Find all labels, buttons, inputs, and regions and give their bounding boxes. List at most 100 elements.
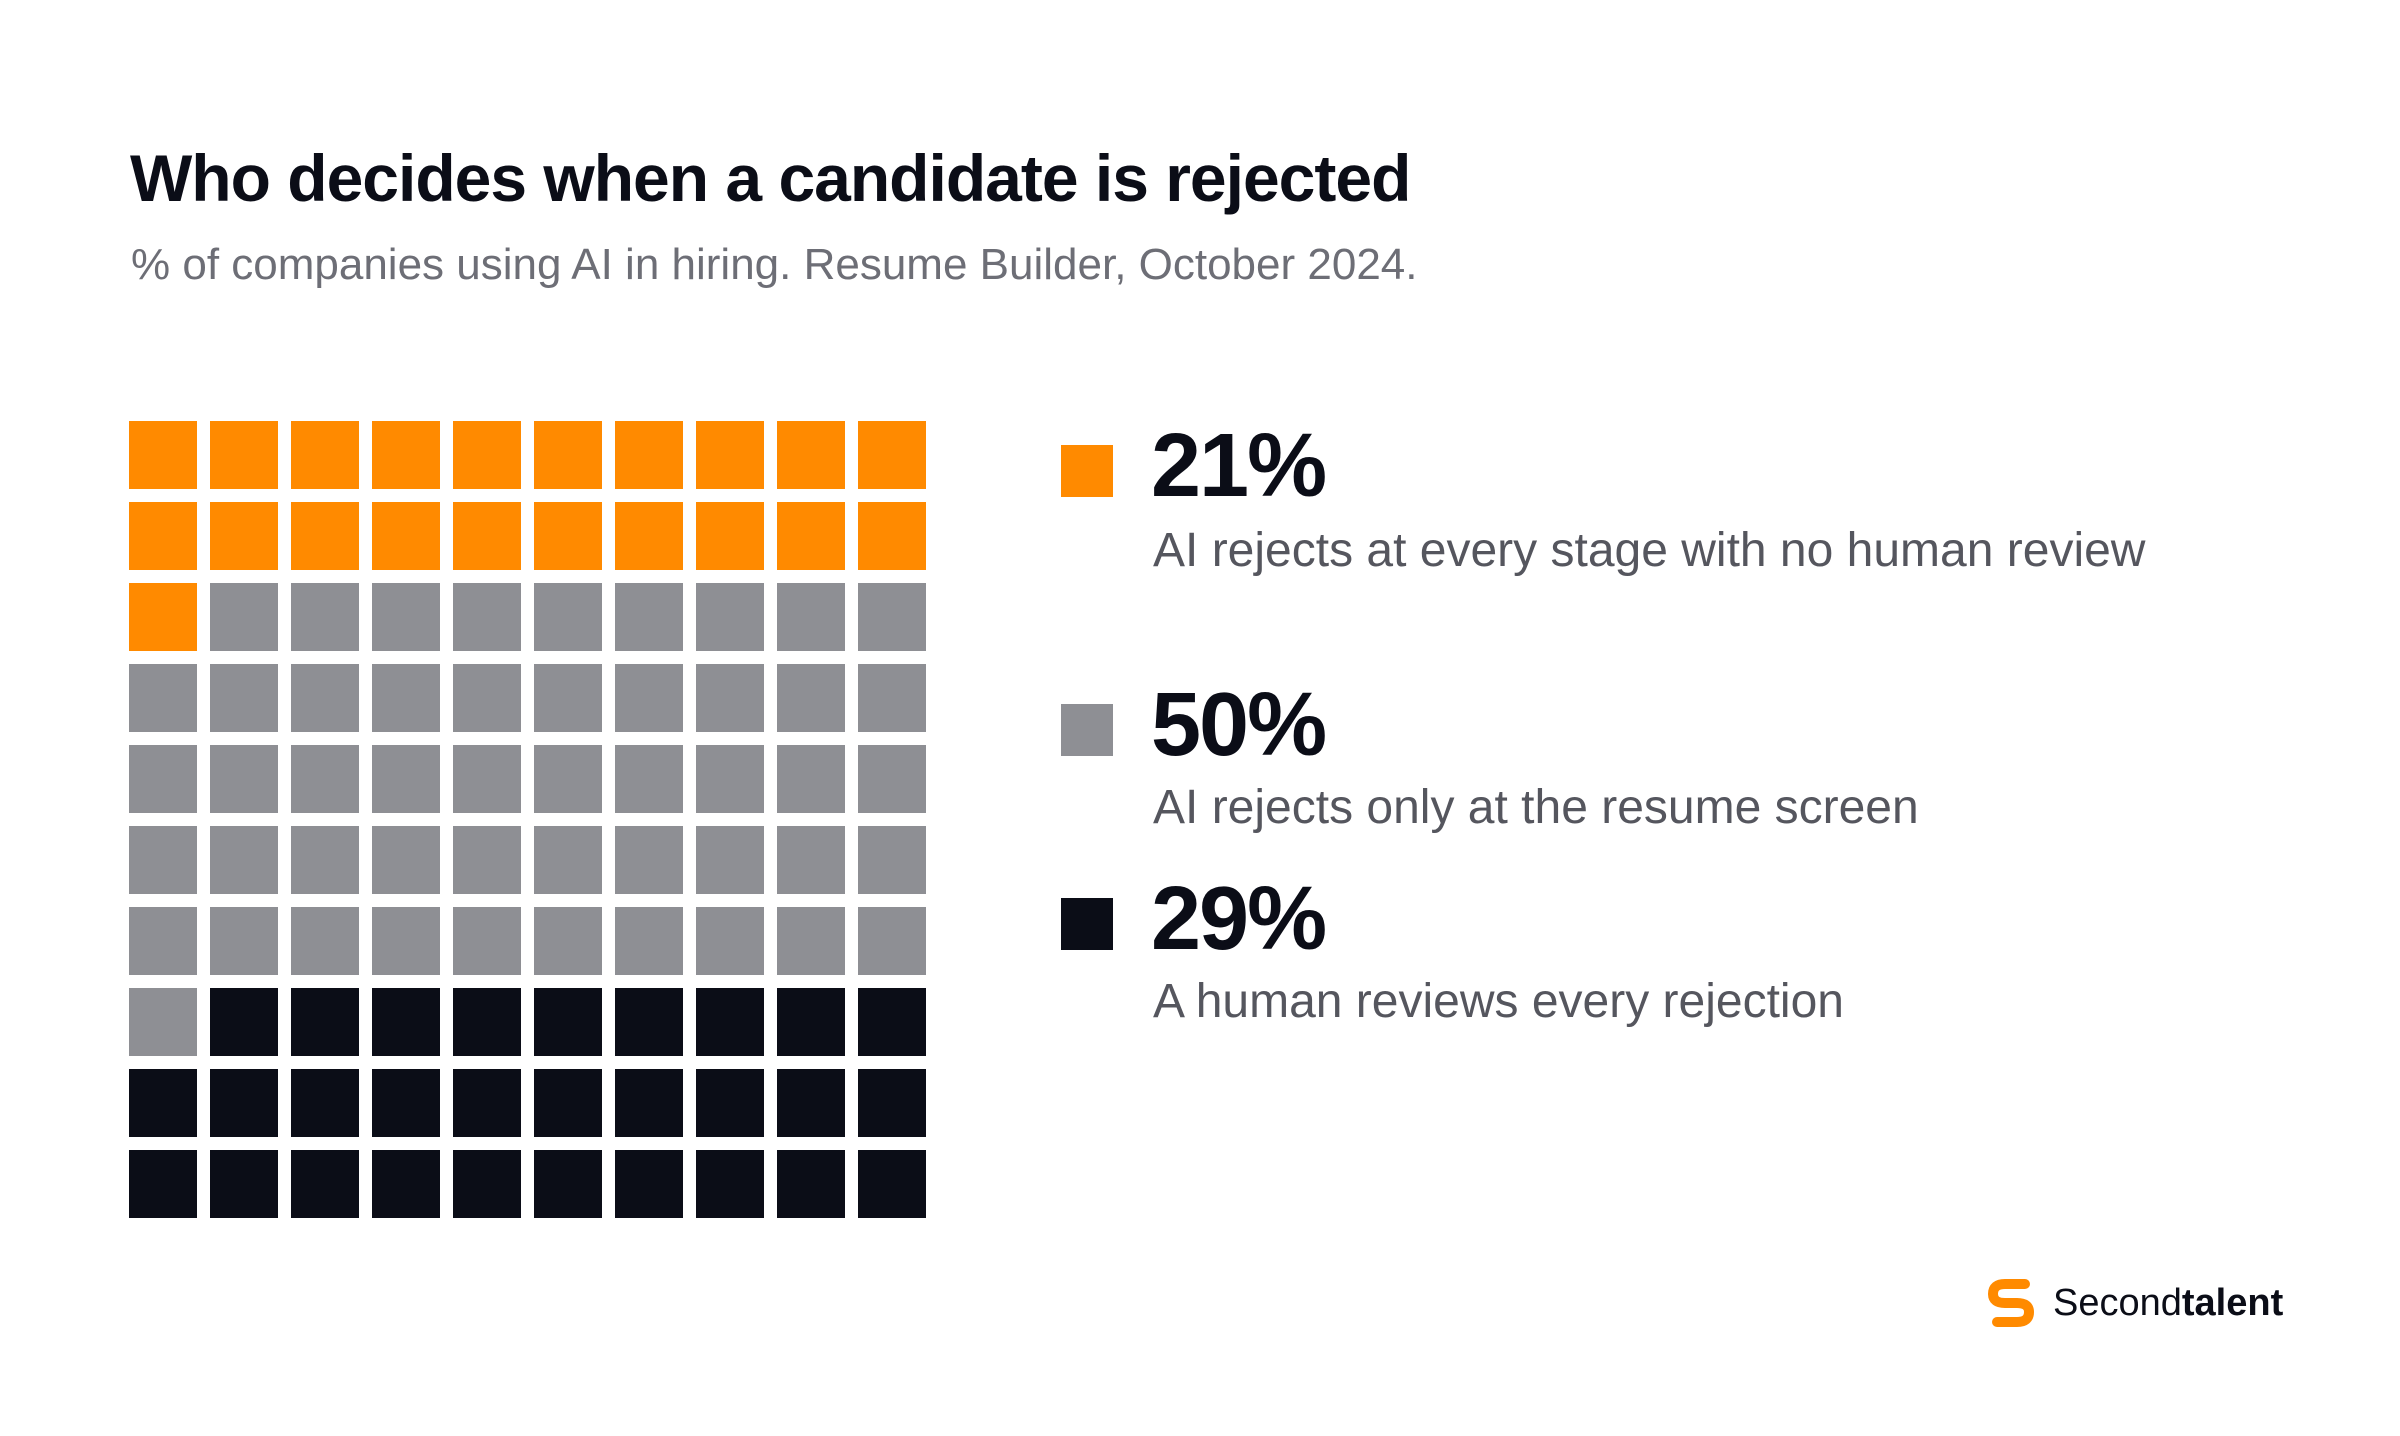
waffle-cell-series-1 bbox=[129, 745, 197, 813]
waffle-cell-series-1 bbox=[696, 583, 764, 651]
waffle-cell-series-0 bbox=[534, 502, 602, 570]
waffle-cell-series-1 bbox=[858, 826, 926, 894]
legend-percent: 21% bbox=[1151, 416, 1327, 516]
waffle-cell-series-1 bbox=[534, 664, 602, 732]
waffle-cell-series-1 bbox=[129, 988, 197, 1056]
waffle-cell-series-1 bbox=[777, 745, 845, 813]
legend-swatch-orange bbox=[1061, 445, 1113, 497]
secondtalent-logo-icon bbox=[1988, 1279, 2034, 1327]
waffle-cell-series-2 bbox=[696, 988, 764, 1056]
brand-logo: Secondtalent bbox=[1985, 1275, 2283, 1331]
waffle-cell-series-0 bbox=[696, 421, 764, 489]
waffle-cell-series-0 bbox=[210, 502, 278, 570]
waffle-cell-series-0 bbox=[777, 421, 845, 489]
waffle-cell-series-0 bbox=[129, 583, 197, 651]
waffle-cell-series-2 bbox=[615, 988, 683, 1056]
waffle-cell-series-2 bbox=[372, 988, 440, 1056]
waffle-cell-series-2 bbox=[858, 1069, 926, 1137]
waffle-cell-series-2 bbox=[453, 1150, 521, 1218]
waffle-cell-series-1 bbox=[291, 745, 359, 813]
waffle-cell-series-2 bbox=[291, 988, 359, 1056]
waffle-cell-series-1 bbox=[615, 826, 683, 894]
waffle-cell-series-1 bbox=[858, 907, 926, 975]
waffle-cell-series-0 bbox=[858, 421, 926, 489]
waffle-cell-series-1 bbox=[129, 907, 197, 975]
waffle-cell-series-1 bbox=[453, 907, 521, 975]
waffle-cell-series-1 bbox=[696, 826, 764, 894]
waffle-cell-series-0 bbox=[372, 502, 440, 570]
waffle-cell-series-1 bbox=[372, 907, 440, 975]
waffle-cell-series-1 bbox=[858, 583, 926, 651]
waffle-cell-series-2 bbox=[696, 1150, 764, 1218]
waffle-cell-series-0 bbox=[858, 502, 926, 570]
waffle-cell-series-1 bbox=[696, 907, 764, 975]
legend-swatch-gray bbox=[1061, 704, 1113, 756]
waffle-cell-series-1 bbox=[615, 745, 683, 813]
waffle-cell-series-1 bbox=[291, 826, 359, 894]
waffle-cell-series-2 bbox=[291, 1150, 359, 1218]
waffle-cell-series-1 bbox=[372, 745, 440, 813]
waffle-cell-series-0 bbox=[534, 421, 602, 489]
waffle-cell-series-0 bbox=[777, 502, 845, 570]
waffle-cell-series-2 bbox=[291, 1069, 359, 1137]
waffle-cell-series-2 bbox=[453, 1069, 521, 1137]
waffle-cell-series-2 bbox=[210, 1150, 278, 1218]
waffle-cell-series-1 bbox=[696, 745, 764, 813]
waffle-cell-series-1 bbox=[777, 907, 845, 975]
waffle-cell-series-0 bbox=[291, 502, 359, 570]
legend-percent: 29% bbox=[1151, 869, 1327, 969]
waffle-cell-series-1 bbox=[453, 583, 521, 651]
waffle-cell-series-1 bbox=[129, 826, 197, 894]
waffle-cell-series-1 bbox=[210, 826, 278, 894]
waffle-cell-series-2 bbox=[696, 1069, 764, 1137]
waffle-cell-series-1 bbox=[372, 583, 440, 651]
waffle-cell-series-2 bbox=[372, 1069, 440, 1137]
waffle-cell-series-1 bbox=[777, 826, 845, 894]
waffle-cell-series-1 bbox=[453, 826, 521, 894]
waffle-cell-series-1 bbox=[453, 745, 521, 813]
waffle-cell-series-1 bbox=[210, 907, 278, 975]
waffle-cell-series-1 bbox=[777, 583, 845, 651]
waffle-cell-series-2 bbox=[210, 988, 278, 1056]
waffle-cell-series-1 bbox=[534, 583, 602, 651]
waffle-cell-series-1 bbox=[696, 664, 764, 732]
waffle-cell-series-1 bbox=[858, 745, 926, 813]
waffle-cell-series-2 bbox=[615, 1069, 683, 1137]
waffle-cell-series-1 bbox=[291, 907, 359, 975]
waffle-cell-series-2 bbox=[615, 1150, 683, 1218]
waffle-cell-series-2 bbox=[372, 1150, 440, 1218]
legend-percent: 50% bbox=[1151, 675, 1327, 775]
legend-description: A human reviews every rejection bbox=[1153, 975, 1844, 1028]
waffle-cell-series-1 bbox=[858, 664, 926, 732]
waffle-cell-series-2 bbox=[210, 1069, 278, 1137]
legend-description: AI rejects at every stage with no human … bbox=[1153, 524, 2146, 577]
waffle-cell-series-0 bbox=[291, 421, 359, 489]
waffle-cell-series-2 bbox=[129, 1069, 197, 1137]
waffle-cell-series-0 bbox=[453, 502, 521, 570]
waffle-cell-series-1 bbox=[615, 664, 683, 732]
waffle-cell-series-2 bbox=[777, 1069, 845, 1137]
waffle-cell-series-1 bbox=[291, 583, 359, 651]
waffle-cell-series-1 bbox=[615, 583, 683, 651]
legend-description: AI rejects only at the resume screen bbox=[1153, 781, 1919, 834]
waffle-cell-series-1 bbox=[534, 907, 602, 975]
waffle-cell-series-1 bbox=[291, 664, 359, 732]
waffle-cell-series-1 bbox=[372, 664, 440, 732]
legend-swatch-black bbox=[1061, 898, 1113, 950]
waffle-cell-series-1 bbox=[534, 826, 602, 894]
chart-subtitle: % of companies using AI in hiring. Resum… bbox=[131, 240, 1418, 289]
waffle-cell-series-1 bbox=[210, 664, 278, 732]
waffle-cell-series-0 bbox=[696, 502, 764, 570]
waffle-cell-series-2 bbox=[858, 1150, 926, 1218]
waffle-cell-series-1 bbox=[372, 826, 440, 894]
waffle-cell-series-0 bbox=[615, 502, 683, 570]
waffle-cell-series-1 bbox=[210, 745, 278, 813]
waffle-cell-series-1 bbox=[534, 745, 602, 813]
waffle-cell-series-1 bbox=[129, 664, 197, 732]
waffle-cell-series-2 bbox=[858, 988, 926, 1056]
waffle-cell-series-0 bbox=[129, 502, 197, 570]
waffle-cell-series-1 bbox=[210, 583, 278, 651]
waffle-cell-series-2 bbox=[777, 1150, 845, 1218]
waffle-cell-series-1 bbox=[453, 664, 521, 732]
waffle-cell-series-2 bbox=[129, 1150, 197, 1218]
